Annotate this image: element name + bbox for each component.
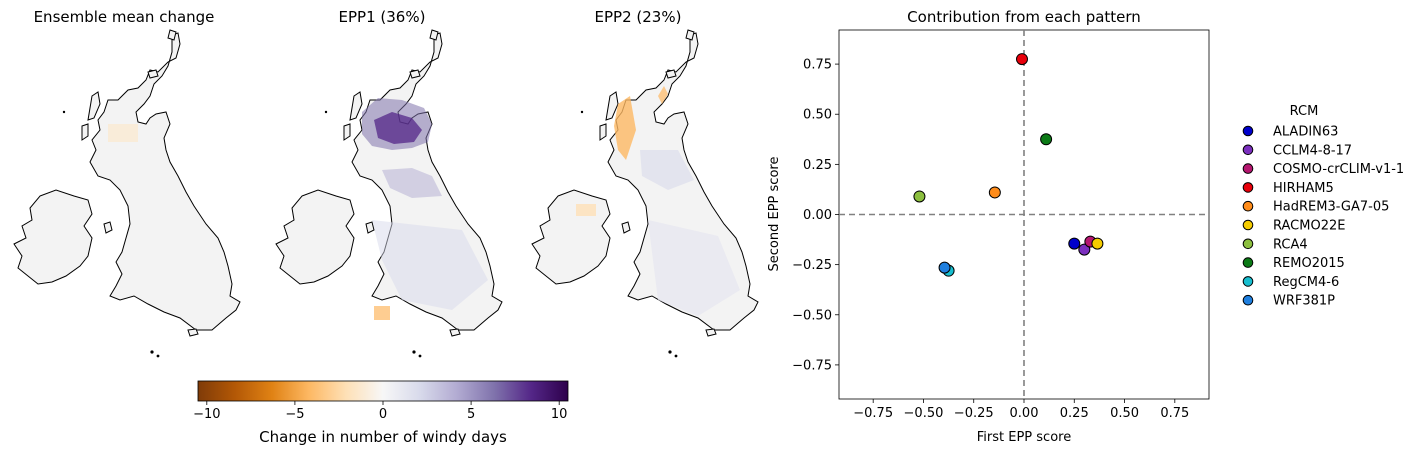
- map-panel-mean: Ensemble mean change: [13, 8, 241, 358]
- colorbar-tick-label: 5: [467, 407, 475, 422]
- legend-label: CCLM4-8-17: [1273, 143, 1352, 158]
- legend-marker: [1242, 257, 1254, 268]
- colorbar-label: Change in number of windy days: [259, 428, 507, 446]
- x-axis-label: First EPP score: [977, 430, 1071, 445]
- legend-marker: [1242, 125, 1254, 137]
- colorbar-gradient: [197, 380, 569, 402]
- legend: RCM ALADIN63 CCLM4-8-17 COSMO-crCLIM-v1-1 H…: [1242, 104, 1404, 309]
- legend-label: REMO2015: [1273, 256, 1345, 271]
- y-tick-label: −0.25: [792, 258, 832, 273]
- x-tick-label: −0.50: [904, 406, 944, 421]
- point-remo2015: [1040, 133, 1053, 146]
- legend-marker: [1242, 276, 1254, 287]
- x-tick-label: 0.00: [1010, 406, 1039, 421]
- point-cclm4-8-17: [1078, 243, 1091, 256]
- map-title-mean: Ensemble mean change: [34, 8, 215, 26]
- x-tick-label: −0.75: [853, 406, 893, 421]
- colorbar-tick-label: 10: [551, 407, 568, 422]
- map-title-epp1: EPP1 (36%): [339, 8, 426, 26]
- x-tick-label: 0.75: [1160, 406, 1189, 421]
- legend-marker: [1242, 163, 1254, 174]
- y-tick-label: −0.50: [792, 308, 832, 323]
- uk-outline-map: [531, 29, 759, 358]
- colorbar-tick-label: 0: [379, 407, 387, 422]
- map-title-epp2: EPP2 (23%): [595, 8, 682, 26]
- legend-label: RCA4: [1273, 237, 1308, 252]
- legend-label: HIRHAM5: [1273, 181, 1334, 196]
- colorbar: −10 −5 0 5 10 Change in number of windy days: [193, 380, 569, 446]
- legend-marker: [1242, 182, 1254, 193]
- legend-label: ALADIN63: [1273, 125, 1338, 140]
- y-axis-label: Second EPP score: [767, 157, 782, 272]
- map-panel-epp1: EPP1 (36%): [275, 8, 503, 358]
- x-tick-label: 0.25: [1060, 406, 1089, 421]
- y-tick-label: 0.50: [803, 108, 832, 123]
- legend-label: WRF381P: [1273, 294, 1335, 309]
- y-tick-label: 0.25: [803, 158, 832, 173]
- point-racmo22e: [1091, 237, 1104, 250]
- colorbar-tick-label: −10: [193, 407, 220, 422]
- legend-marker: [1242, 219, 1254, 231]
- point-hirham5: [1015, 53, 1028, 66]
- legend-label: RegCM4-6: [1273, 275, 1339, 290]
- chart-title: Contribution from each pattern: [907, 8, 1141, 26]
- x-tick-label: −0.25: [954, 406, 994, 421]
- uk-outline-map: [13, 29, 241, 358]
- legend-label: COSMO-crCLIM-v1-1: [1273, 162, 1404, 177]
- legend-marker: [1242, 200, 1254, 212]
- x-tick-label: 0.50: [1110, 406, 1139, 421]
- scatter-chart: Contribution from each pattern −0.75 −0.5…: [767, 8, 1210, 445]
- map-panel-epp2: EPP2 (23%): [531, 8, 759, 358]
- legend-label: HadREM3-GA7-05: [1273, 200, 1389, 215]
- point-aladin63: [1068, 237, 1081, 250]
- legend-label: RACMO22E: [1273, 219, 1345, 234]
- y-tick-label: −0.75: [792, 358, 832, 373]
- legend-marker: [1242, 294, 1254, 306]
- y-tick-label: 0.75: [803, 58, 832, 73]
- point-rca4: [913, 190, 926, 203]
- legend-marker: [1242, 238, 1254, 250]
- legend-marker: [1242, 144, 1254, 156]
- colorbar-tick-label: −5: [285, 407, 304, 422]
- y-tick-label: 0.00: [803, 208, 832, 223]
- point-wrf381p: [938, 261, 951, 274]
- point-hadrem3-ga7-05: [988, 186, 1001, 199]
- legend-title: RCM: [1290, 104, 1319, 119]
